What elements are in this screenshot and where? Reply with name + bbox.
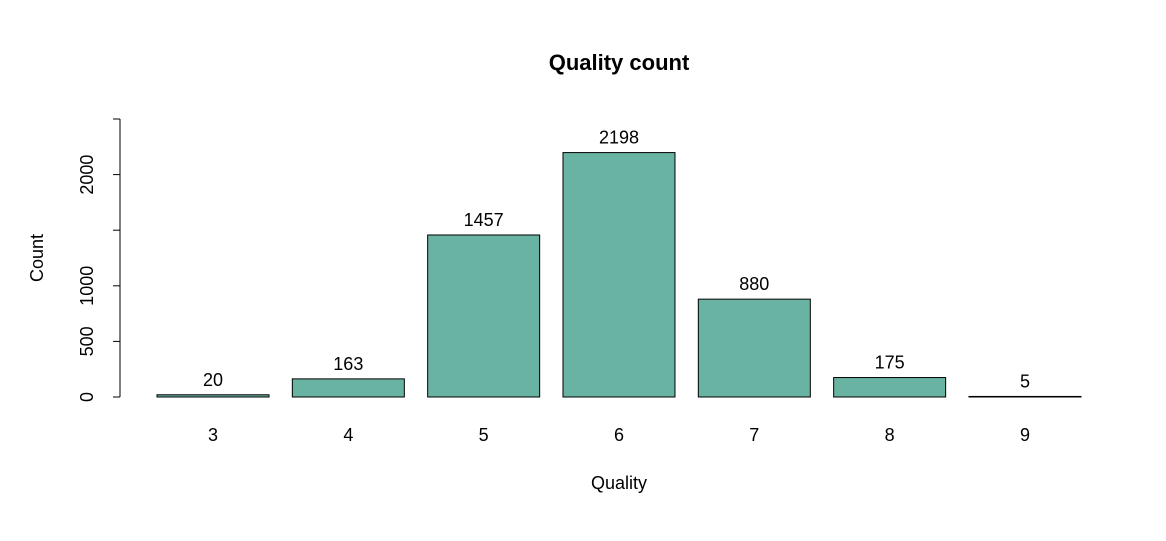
bar-8 [833,377,947,398]
x-tick-label: 6 [614,425,624,445]
data-label: 880 [739,274,769,294]
bar-4 [291,378,405,398]
data-label: 20 [203,370,223,390]
data-labels-group: 20 163 1457 2198 880 175 5 [203,128,1030,392]
data-label: 1457 [464,210,504,230]
y-axis: 0 500 1000 2000 [77,118,121,402]
y-tick-label: 2000 [77,155,97,195]
bar-6 [562,152,676,398]
chart-title: Quality count [549,50,690,75]
bars-group [156,152,1082,398]
bar-5 [427,234,541,398]
bar-3 [156,394,270,398]
y-tick-label: 1000 [77,266,97,306]
x-tick-label: 8 [885,425,895,445]
y-tick-label: 500 [77,326,97,356]
data-label: 2198 [599,128,639,148]
x-tick-label: 9 [1020,425,1030,445]
data-label: 5 [1020,371,1030,391]
x-tick-label: 7 [749,425,759,445]
x-axis-label: Quality [591,473,647,493]
data-label: 163 [333,354,363,374]
x-tick-labels: 3 4 5 6 7 8 9 [208,425,1030,445]
y-axis-label: Count [27,234,47,282]
x-tick-label: 4 [343,425,353,445]
bar-7 [697,298,811,398]
x-tick-label: 5 [479,425,489,445]
y-tick-label: 0 [77,392,97,402]
bar-9 [968,395,1082,398]
data-label: 175 [875,353,905,373]
x-tick-label: 3 [208,425,218,445]
